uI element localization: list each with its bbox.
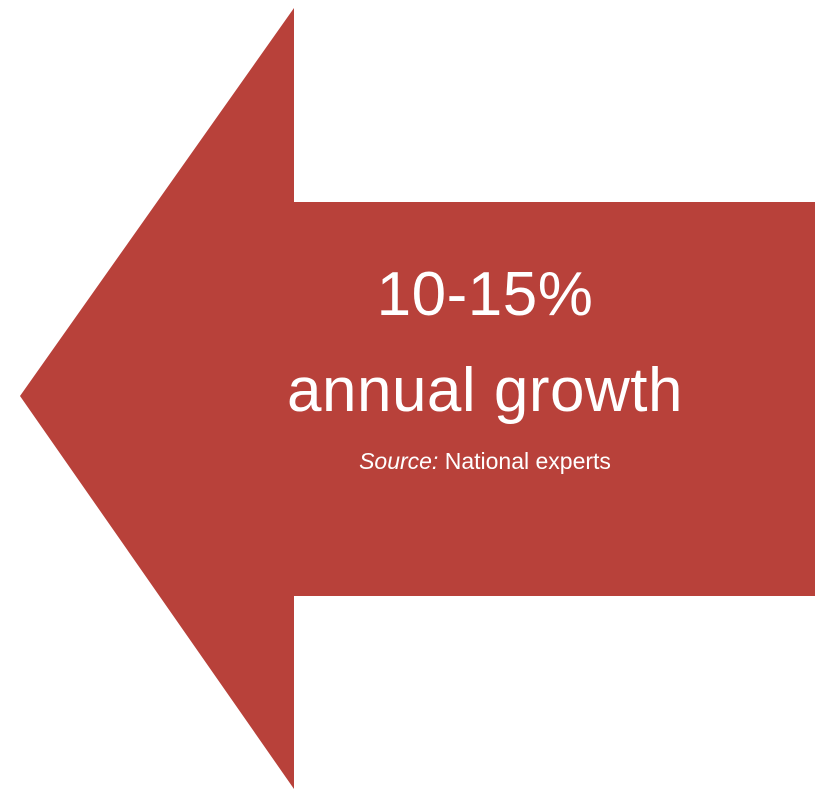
source-label: Source: (359, 448, 438, 474)
source-text: National experts (445, 448, 611, 474)
growth-description: annual growth (230, 351, 740, 431)
source-note: Source: National experts (230, 445, 740, 477)
growth-percentage: 10-15% (230, 255, 740, 335)
arrow-label: 10-15% annual growth Source: National ex… (230, 255, 740, 477)
